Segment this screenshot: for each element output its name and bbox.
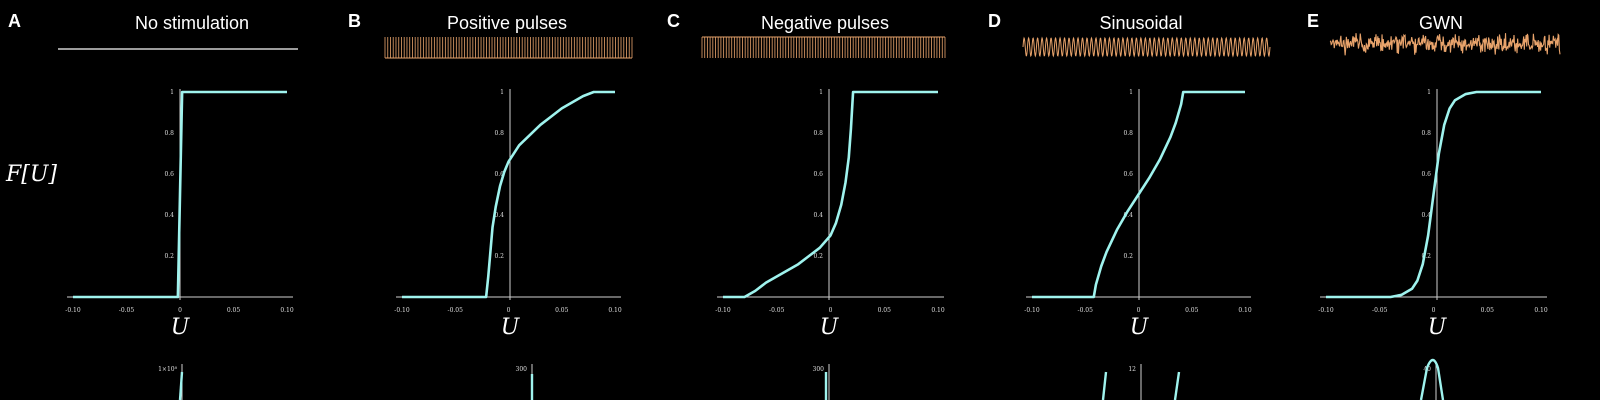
- response-curve: [1032, 90, 1245, 299]
- x-tick-label: -0.05: [119, 307, 135, 314]
- panel-letter: E: [1307, 11, 1319, 31]
- y-tick-label: 1: [170, 89, 174, 96]
- y-tick-label: 0.6: [1123, 171, 1133, 178]
- y-tick-label: 0.2: [1123, 253, 1133, 260]
- panel-letter: B: [348, 11, 361, 31]
- x-tick-label: -0.10: [1318, 307, 1334, 314]
- lower-panel-c: 300: [813, 364, 830, 400]
- x-axis-label: U: [501, 315, 521, 340]
- x-tick-label: 0.10: [1534, 307, 1548, 314]
- lower-y-tick-label: 1×10⁸: [158, 366, 177, 373]
- x-axis-label: U: [1130, 315, 1150, 340]
- x-axis-label: U: [820, 315, 840, 340]
- x-tick-label: 0: [829, 307, 833, 314]
- y-tick-label: 0.4: [1421, 212, 1431, 219]
- x-tick-label: 0: [1432, 307, 1436, 314]
- panel-title: Positive pulses: [447, 13, 567, 33]
- y-tick-label: 0.6: [1421, 171, 1431, 178]
- x-tick-label: -0.10: [65, 307, 81, 314]
- lower-curve-spike: [178, 371, 184, 400]
- panel-letter: D: [988, 11, 1001, 31]
- x-tick-label: -0.10: [715, 307, 731, 314]
- panel-c: C Negative pulses 0.2 0.4 0.6 0.8 1 -0.10 -0.05 0…: [667, 11, 946, 340]
- x-tick-label: 0.10: [931, 307, 945, 314]
- y-axis-label: F[U]: [5, 162, 57, 187]
- panel-title: Negative pulses: [761, 13, 889, 33]
- stimulus-trace: [384, 37, 633, 59]
- y-tick-label: 0.4: [164, 212, 174, 219]
- y-tick-label: 0.8: [813, 130, 823, 137]
- stimulus-trace: [1022, 36, 1271, 58]
- x-tick-label: 0.10: [608, 307, 622, 314]
- x-axis-label: U: [1428, 315, 1448, 340]
- response-curve: [723, 90, 938, 299]
- x-tick-label: -0.05: [1372, 307, 1388, 314]
- y-tick-label: 0.4: [813, 212, 823, 219]
- x-tick-label: 0: [1137, 307, 1141, 314]
- x-tick-label: 0.10: [280, 307, 294, 314]
- lower-panel-b: 300: [516, 364, 533, 400]
- x-tick-label: 0.05: [1185, 307, 1199, 314]
- response-curve: [1326, 90, 1541, 299]
- stimulus-trace: [1329, 33, 1561, 56]
- x-tick-label: 0: [507, 307, 511, 314]
- y-tick-label: 0.2: [1421, 253, 1431, 260]
- y-tick-label: 0.2: [813, 253, 823, 260]
- y-tick-label: 1: [1427, 89, 1431, 96]
- lower-panel-d: 12: [1128, 364, 1142, 400]
- stimulus-noise: [1329, 33, 1561, 56]
- lower-curve-left: [1101, 371, 1108, 400]
- x-tick-label: 0.05: [1481, 307, 1495, 314]
- y-tick-label: 0.4: [1123, 212, 1133, 219]
- panel-e: E GWN 0.2 0.4 0.6 0.8 1 -0.10 -0.05 0 0.05 0.10 U: [1307, 11, 1561, 340]
- x-tick-label: 0.10: [1238, 307, 1252, 314]
- stimulus-sine: [1022, 36, 1271, 58]
- panels: A No stimulation 0.2 0.4 0.6 0.8 1 -0.10 -0.05 0 0…: [8, 11, 1561, 400]
- y-tick-label: 0.6: [494, 171, 504, 178]
- x-tick-label: 0: [178, 307, 182, 314]
- x-axis-label: U: [171, 315, 191, 340]
- x-tick-label: -0.05: [448, 307, 464, 314]
- panel-b: B Positive pulses 0.2 0.4 0.6 0.8 1 -0.10 -0.05 0…: [348, 11, 633, 340]
- lower-y-tick-label: 300: [516, 366, 528, 373]
- stimulus-trace: [701, 36, 946, 58]
- lower-panel-a: 1×10⁸: [158, 364, 183, 400]
- panel-title: Sinusoidal: [1099, 13, 1182, 33]
- y-tick-label: 0.6: [813, 171, 823, 178]
- y-tick-label: 1: [819, 89, 823, 96]
- y-tick-label: 0.8: [164, 130, 174, 137]
- x-tick-label: 0.05: [878, 307, 892, 314]
- lower-curve-peak: [1419, 358, 1445, 400]
- panel-letter: A: [8, 11, 21, 31]
- y-tick-label: 0.8: [1123, 130, 1133, 137]
- y-tick-label: 1: [500, 89, 504, 96]
- panel-letter: C: [667, 11, 680, 31]
- y-tick-label: 0.2: [164, 253, 174, 260]
- x-tick-label: -0.10: [1024, 307, 1040, 314]
- y-tick-label: 0.2: [494, 253, 504, 260]
- panel-title: No stimulation: [135, 13, 249, 33]
- response-curve: [73, 90, 287, 299]
- y-tick-label: 1: [1129, 89, 1133, 96]
- y-tick-label: 0.8: [1421, 130, 1431, 137]
- panel-a: A No stimulation 0.2 0.4 0.6 0.8 1 -0.10 -0.05 0 0…: [8, 11, 298, 340]
- y-tick-label: 0.4: [494, 212, 504, 219]
- y-tick-label: 0.6: [164, 171, 174, 178]
- panel-title: GWN: [1419, 13, 1463, 33]
- x-tick-label: 0.05: [555, 307, 569, 314]
- lower-curve-right: [1173, 371, 1181, 400]
- x-tick-label: -0.05: [1078, 307, 1094, 314]
- x-tick-label: -0.10: [394, 307, 410, 314]
- y-tick-label: 0.8: [494, 130, 504, 137]
- panel-d: D Sinusoidal 0.2 0.4 0.6 0.8 1 -0.10 -0.05 0 0.05 0…: [988, 11, 1271, 340]
- lower-y-tick-label: 300: [813, 366, 825, 373]
- lower-y-tick-label: 12: [1128, 366, 1136, 373]
- x-tick-label: 0.05: [227, 307, 241, 314]
- x-tick-label: -0.05: [769, 307, 785, 314]
- response-curve: [402, 90, 615, 299]
